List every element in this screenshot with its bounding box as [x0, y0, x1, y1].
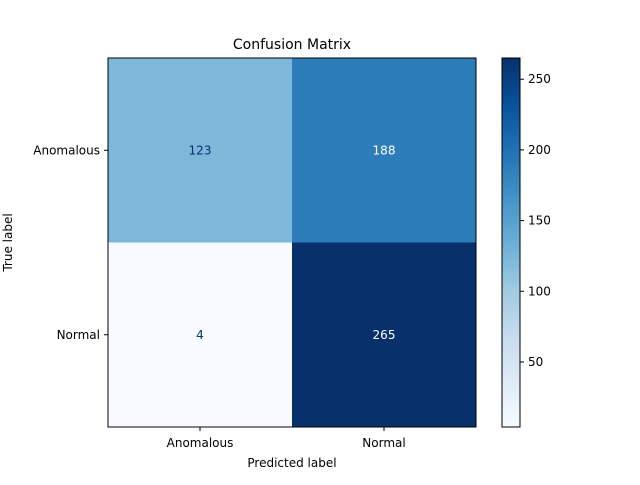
cell-value-label: 123 [189, 143, 212, 157]
x-axis-ticks: Anomalous Normal [167, 427, 406, 450]
y-axis-ticks: Anomalous Normal [33, 143, 108, 342]
cell-value-label: 188 [373, 143, 396, 157]
x-tick-label: Normal [362, 436, 405, 450]
plot-frame [107, 57, 477, 428]
x-axis-label: Predicted label [247, 456, 336, 470]
heatmap-cell-labels: 123 188 4 265 [189, 143, 396, 342]
heatmap-cells [108, 58, 476, 427]
colorbar-tick-label: 200 [528, 143, 551, 157]
y-tick-label: Anomalous [33, 143, 100, 157]
x-tick-label: Anomalous [167, 436, 234, 450]
y-tick-label: Normal [57, 328, 100, 342]
colorbar-tick-label: 100 [528, 284, 551, 298]
colorbar-tick-label: 50 [528, 355, 543, 369]
colorbar [501, 57, 521, 428]
cell-0-1 [292, 58, 476, 243]
cell-value-label: 4 [196, 328, 204, 342]
cell-1-0 [108, 242, 292, 427]
chart-title: Confusion Matrix [233, 37, 351, 53]
cell-1-1 [292, 242, 476, 427]
y-axis-label: True label [1, 213, 15, 272]
colorbar-tick-label: 150 [528, 214, 551, 228]
cell-0-0 [108, 58, 292, 243]
colorbar-tick-label: 250 [528, 72, 551, 86]
cell-value-label: 265 [373, 328, 396, 342]
colorbar-ticks: 50 100 150 200 250 [520, 72, 551, 369]
